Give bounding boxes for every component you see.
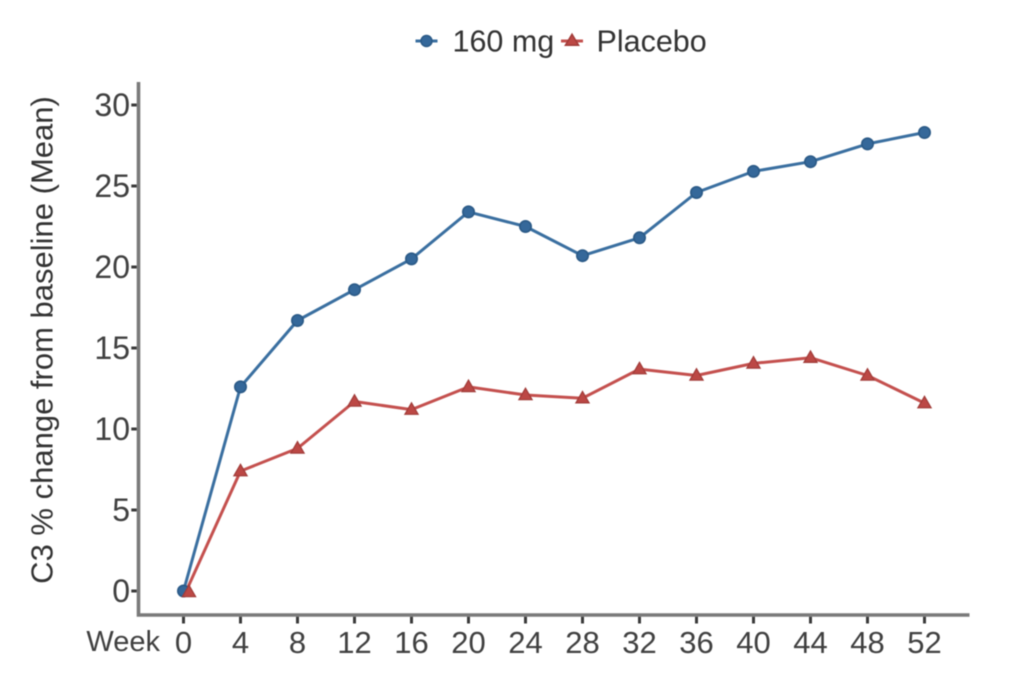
svg-text:16: 16 [394,625,428,660]
svg-text:52: 52 [907,625,941,660]
svg-text:10: 10 [94,411,130,447]
svg-text:48: 48 [850,625,884,660]
svg-text:36: 36 [679,625,713,660]
svg-text:15: 15 [94,330,130,366]
svg-text:Placebo: Placebo [597,25,707,59]
svg-text:20: 20 [94,249,130,285]
svg-text:5: 5 [112,492,130,528]
svg-text:25: 25 [94,168,130,204]
svg-text:0: 0 [175,625,192,660]
svg-text:40: 40 [736,625,770,660]
svg-text:0: 0 [112,573,130,609]
svg-text:28: 28 [565,625,599,660]
svg-text:32: 32 [622,625,656,660]
svg-text:12: 12 [337,625,371,660]
svg-text:30: 30 [94,87,130,123]
svg-text:Week: Week [86,626,160,658]
svg-text:24: 24 [508,625,542,660]
svg-text:4: 4 [232,625,249,660]
svg-text:C3 % change from baseline (Mea: C3 % change from baseline (Mean) [25,96,60,584]
svg-text:44: 44 [793,625,827,660]
svg-text:8: 8 [289,625,306,660]
svg-text:160 mg: 160 mg [453,25,555,59]
svg-text:20: 20 [451,625,485,660]
